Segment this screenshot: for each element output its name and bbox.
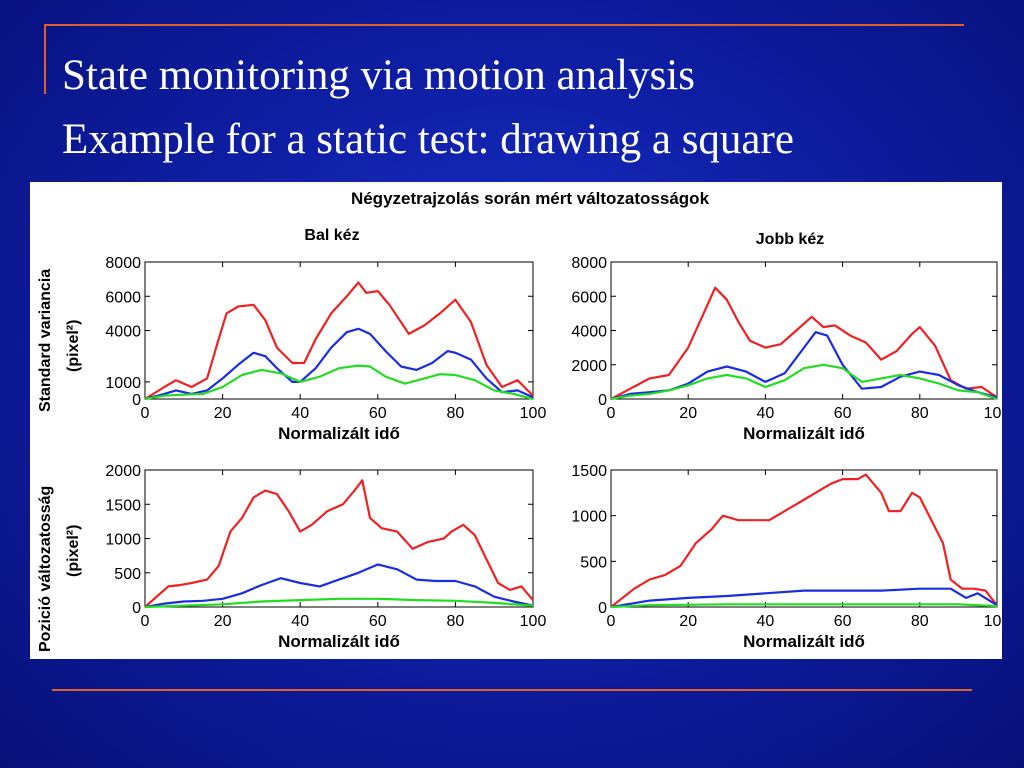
slide-title: State monitoring via motion analysis Exa… bbox=[62, 44, 1002, 172]
y-tick-label: 0 bbox=[132, 600, 141, 617]
series-line-2 bbox=[610, 331, 998, 401]
chart-2: 0 20 40 60 80 100 0 2000 4000 6000 8000 Normalizált… bbox=[571, 255, 1002, 443]
x-tick-label: 20 bbox=[214, 405, 232, 422]
x-tick-label: 40 bbox=[757, 613, 775, 630]
top-rule bbox=[44, 24, 964, 26]
x-tick-label: 40 bbox=[757, 405, 775, 422]
x-tick-label: 100 bbox=[520, 405, 547, 422]
y-tick-label: 2000 bbox=[571, 358, 607, 375]
series-line-1 bbox=[144, 479, 534, 608]
chart-1: 0 20 40 60 80 10001000400060008000Normalizált… bbox=[105, 255, 546, 443]
x-axis-label: Normalizált idő bbox=[743, 424, 865, 443]
chart-3: 0 20 40 60 80 1000500100015002000Normalizált … bbox=[105, 463, 546, 651]
series-line-3 bbox=[144, 597, 534, 609]
x-axis-label: Normalizált idő bbox=[278, 632, 400, 651]
figure-svg: Négyzetrajzolás során mért változatosság… bbox=[37, 189, 1002, 652]
series-line-1 bbox=[610, 473, 998, 608]
row1-label: Standard variancia bbox=[37, 269, 54, 412]
x-tick-label: 20 bbox=[679, 405, 697, 422]
x-tick-label: 20 bbox=[679, 613, 697, 630]
y-tick-label: 500 bbox=[580, 554, 607, 571]
series-line-3 bbox=[610, 363, 998, 401]
left-column-title: Bal kéz bbox=[304, 227, 359, 244]
chart-2-frame bbox=[610, 261, 998, 400]
row2-label: Pozició változatosság bbox=[37, 486, 54, 652]
y-tick-label: 1000 bbox=[571, 509, 607, 526]
x-tick-label: 0 bbox=[141, 613, 150, 630]
x-tick-label: 100 bbox=[984, 613, 1002, 630]
row1-unit-label: (pixel²) bbox=[65, 320, 82, 372]
x-tick-label: 0 bbox=[607, 613, 616, 630]
x-axis-label: Normalizált idő bbox=[278, 424, 400, 443]
bottom-rule bbox=[52, 689, 972, 691]
series-line-3 bbox=[144, 364, 534, 401]
slide-title-line-2: Example for a static test: drawing a squ… bbox=[62, 116, 794, 163]
series-line-1 bbox=[144, 281, 534, 400]
figure-title: Négyzetrajzolás során mért változatosság… bbox=[351, 189, 710, 208]
slide-title-line-1: State monitoring via motion analysis bbox=[62, 52, 695, 99]
x-tick-label: 40 bbox=[291, 613, 309, 630]
x-tick-label: 80 bbox=[911, 405, 929, 422]
y-tick-label: 500 bbox=[114, 566, 141, 583]
x-tick-label: 60 bbox=[834, 613, 852, 630]
x-tick-label: 80 bbox=[447, 405, 465, 422]
x-tick-label: 100 bbox=[520, 613, 547, 630]
series-line-2 bbox=[144, 327, 534, 401]
y-tick-label: 4000 bbox=[571, 324, 607, 341]
y-tick-label: 2000 bbox=[105, 463, 141, 480]
x-tick-label: 0 bbox=[141, 405, 150, 422]
y-tick-label: 1500 bbox=[571, 463, 607, 480]
row2-unit-label: (pixel²) bbox=[65, 525, 82, 577]
chart-4-frame bbox=[610, 469, 998, 608]
x-tick-label: 80 bbox=[447, 613, 465, 630]
chart-4: 020406080100050010001500Normalizált idő bbox=[571, 463, 1002, 651]
series-line-1 bbox=[610, 286, 998, 400]
y-tick-label: 6000 bbox=[105, 289, 141, 306]
y-tick-label: 1500 bbox=[105, 497, 141, 514]
figure-panel: Négyzetrajzolás során mért változatosság… bbox=[30, 182, 1002, 659]
series-line-2 bbox=[610, 587, 998, 609]
y-tick-label: 0 bbox=[598, 392, 607, 409]
series-line-2 bbox=[144, 563, 534, 609]
y-tick-label: 0 bbox=[598, 600, 607, 617]
y-tick-label: 8000 bbox=[105, 255, 141, 272]
y-tick-label: 1000 bbox=[105, 532, 141, 549]
right-column-title: Jobb kéz bbox=[756, 231, 824, 248]
y-tick-label: 4000 bbox=[105, 324, 141, 341]
x-tick-label: 100 bbox=[984, 405, 1002, 422]
left-rule bbox=[44, 24, 46, 94]
x-tick-label: 80 bbox=[911, 613, 929, 630]
x-tick-label: 60 bbox=[369, 405, 387, 422]
y-tick-label: 1000 bbox=[105, 375, 141, 392]
x-tick-label: 40 bbox=[291, 405, 309, 422]
y-tick-label: 6000 bbox=[571, 289, 607, 306]
x-tick-label: 0 bbox=[607, 405, 616, 422]
y-tick-label: 8000 bbox=[571, 255, 607, 272]
x-tick-label: 60 bbox=[369, 613, 387, 630]
x-axis-label: Normalizált idő bbox=[743, 632, 865, 651]
x-tick-label: 60 bbox=[834, 405, 852, 422]
y-tick-label: 0 bbox=[132, 392, 141, 409]
series-line-3 bbox=[610, 603, 998, 609]
charts-group: 0 20 40 60 80 10001000400060008000Normalizált… bbox=[105, 255, 1002, 651]
x-tick-label: 20 bbox=[214, 613, 232, 630]
